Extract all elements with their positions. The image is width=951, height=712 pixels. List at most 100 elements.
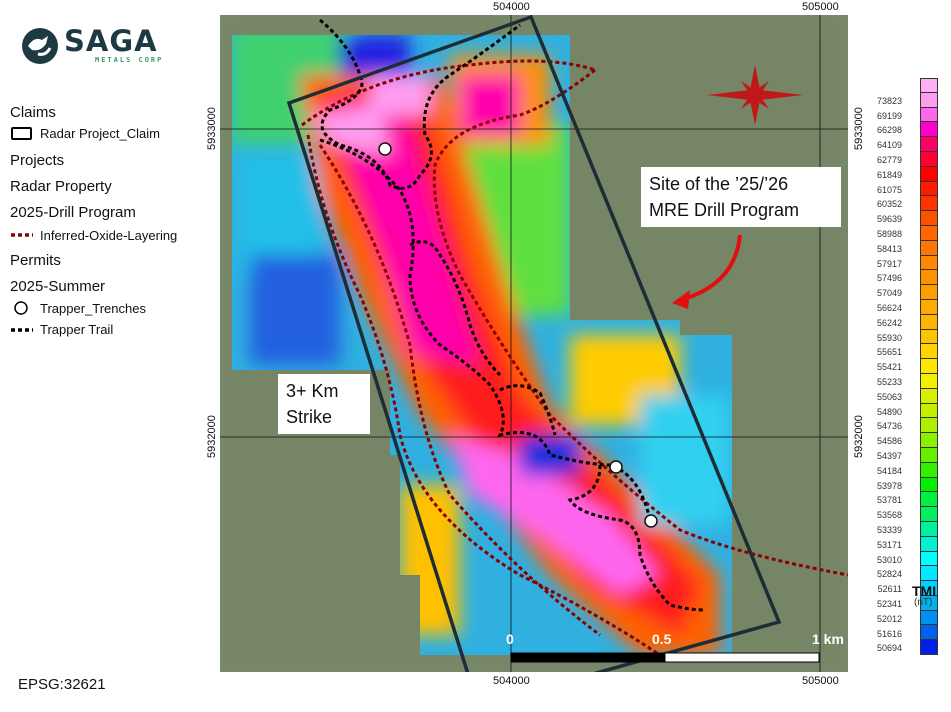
colorbar-label: 50694 bbox=[876, 643, 902, 654]
callout-arrow-icon bbox=[672, 234, 742, 309]
radar-project-claim-boundary[interactable] bbox=[286, 15, 782, 672]
strike-callout-line2: Strike bbox=[286, 407, 333, 427]
scalebar-black-segment bbox=[510, 652, 666, 663]
strike-callout: 3+ Km Strike bbox=[278, 374, 370, 434]
circle-icon bbox=[14, 301, 28, 315]
colorbar-cell bbox=[920, 299, 938, 315]
colorbar-label: 61849 bbox=[876, 169, 902, 180]
colorbar-cell bbox=[920, 137, 938, 152]
scalebar-label-half: 0.5 bbox=[652, 631, 672, 647]
colorbar-label: 53171 bbox=[876, 539, 902, 550]
rectangle-outline-icon bbox=[11, 127, 32, 140]
colorbar-cell bbox=[920, 388, 938, 404]
colorbar-cell bbox=[920, 344, 938, 360]
colorbar-cell bbox=[920, 225, 938, 241]
colorbar-title: TMI bbox=[912, 583, 937, 599]
colorbar-cell bbox=[920, 196, 938, 212]
colorbar-cell bbox=[920, 151, 938, 167]
legend-group-permits: Permits bbox=[10, 252, 61, 269]
legend-item-radar-claim: Radar Project_Claim bbox=[40, 126, 160, 141]
colorbar-label: 62779 bbox=[876, 155, 902, 165]
colorbar-cell bbox=[920, 403, 938, 419]
colorbar-label: 54586 bbox=[876, 436, 902, 447]
colorbar-cell bbox=[920, 551, 938, 567]
colorbar-label: 55421 bbox=[876, 362, 902, 373]
easting-label-bottom-505000: 505000 bbox=[802, 675, 839, 687]
crs-label: EPSG:32621 bbox=[18, 676, 106, 693]
colorbar-cell bbox=[920, 433, 938, 448]
colorbar-label: 66298 bbox=[876, 125, 902, 136]
northing-label-left-5932000: 5932000 bbox=[206, 415, 218, 458]
trench-marker[interactable] bbox=[644, 514, 658, 528]
colorbar-label: 52341 bbox=[876, 599, 902, 609]
colorbar-label: 51616 bbox=[876, 628, 902, 639]
colorbar-cell bbox=[920, 536, 938, 552]
red-dotted-line-icon bbox=[11, 233, 33, 237]
colorbar-label: 55233 bbox=[876, 377, 902, 387]
saga-logo-icon bbox=[22, 28, 58, 64]
colorbar-label: 64109 bbox=[876, 140, 902, 151]
colorbar-label: 56242 bbox=[876, 317, 902, 328]
tmi-colorbar: 73823 69199 66298 64109 62779 61849 61075 60352… bbox=[877, 78, 938, 656]
colorbar-cell bbox=[920, 462, 938, 478]
legend-item-trapper-trenches: Trapper_Trenches bbox=[40, 301, 146, 316]
trench-marker[interactable] bbox=[609, 460, 623, 474]
legend-group-claims: Claims bbox=[10, 104, 56, 121]
colorbar-label: 53010 bbox=[876, 554, 902, 565]
colorbar-label: 58988 bbox=[876, 229, 902, 239]
colorbar-top-cell bbox=[920, 78, 938, 93]
colorbar-cell bbox=[920, 492, 938, 508]
colorbar-unit: (nT) bbox=[914, 597, 933, 608]
colorbar-label: 52012 bbox=[876, 613, 902, 624]
colorbar-label: 60352 bbox=[876, 199, 902, 210]
colorbar-label: 53339 bbox=[876, 525, 902, 535]
colorbar-label: 69199 bbox=[876, 110, 902, 121]
trench-marker[interactable] bbox=[378, 142, 392, 156]
colorbar-cell bbox=[920, 477, 938, 493]
colorbar-cell bbox=[920, 359, 938, 374]
colorbar-label: 58413 bbox=[876, 243, 902, 254]
colorbar-cell bbox=[920, 447, 938, 463]
colorbar-cell bbox=[920, 610, 938, 626]
colorbar-cell bbox=[920, 507, 938, 522]
easting-label-top-505000: 505000 bbox=[802, 1, 839, 13]
legend-group-projects: Projects bbox=[10, 152, 65, 169]
colorbar-label: 57917 bbox=[876, 258, 902, 269]
map-canvas[interactable] bbox=[220, 15, 848, 672]
strike-callout-line1: 3+ Km bbox=[286, 381, 339, 401]
colorbar-label: 54397 bbox=[876, 451, 902, 461]
colorbar-cell bbox=[920, 329, 938, 345]
colorbar-label: 61075 bbox=[876, 184, 902, 195]
colorbar-cell bbox=[920, 595, 938, 611]
colorbar-label: 52611 bbox=[877, 584, 902, 595]
drill-program-callout: Site of the ’25/’26 MRE Drill Program bbox=[641, 167, 841, 227]
colorbar-cell bbox=[920, 92, 938, 108]
colorbar-label: 53568 bbox=[876, 510, 902, 521]
colorbar-cell bbox=[920, 285, 938, 300]
legend-item-oxide-layering: Inferred-Oxide-Layering bbox=[40, 228, 178, 243]
colorbar-label: 55930 bbox=[876, 332, 902, 343]
colorbar-label: 53781 bbox=[876, 495, 902, 506]
colorbar-label: 73823 bbox=[876, 95, 902, 106]
colorbar-label: 53978 bbox=[876, 480, 902, 491]
trapper-trail-lines bbox=[319, 18, 706, 612]
inferred-oxide-layering-lines bbox=[301, 59, 848, 657]
scalebar-label-1km: 1 km bbox=[812, 631, 844, 647]
colorbar-label: 52824 bbox=[876, 569, 902, 580]
colorbar-label: 57049 bbox=[876, 288, 902, 299]
logo-name: SAGA bbox=[64, 24, 158, 58]
colorbar-label: 57496 bbox=[876, 273, 902, 284]
northing-label-left-5933000: 5933000 bbox=[206, 107, 218, 150]
north-star-icon bbox=[707, 65, 803, 125]
colorbar-cell bbox=[920, 314, 938, 330]
colorbar-cell bbox=[920, 581, 938, 596]
colorbar-cell bbox=[920, 373, 938, 389]
black-dotted-line-icon bbox=[11, 328, 33, 332]
colorbar-cell bbox=[920, 166, 938, 182]
colorbar-cell bbox=[920, 521, 938, 537]
legend-item-trapper-trail: Trapper Trail bbox=[40, 322, 114, 337]
colorbar-cell bbox=[920, 270, 938, 286]
colorbar-cell bbox=[920, 566, 938, 582]
colorbar-cell bbox=[920, 625, 938, 641]
colorbar-cell bbox=[920, 122, 938, 138]
